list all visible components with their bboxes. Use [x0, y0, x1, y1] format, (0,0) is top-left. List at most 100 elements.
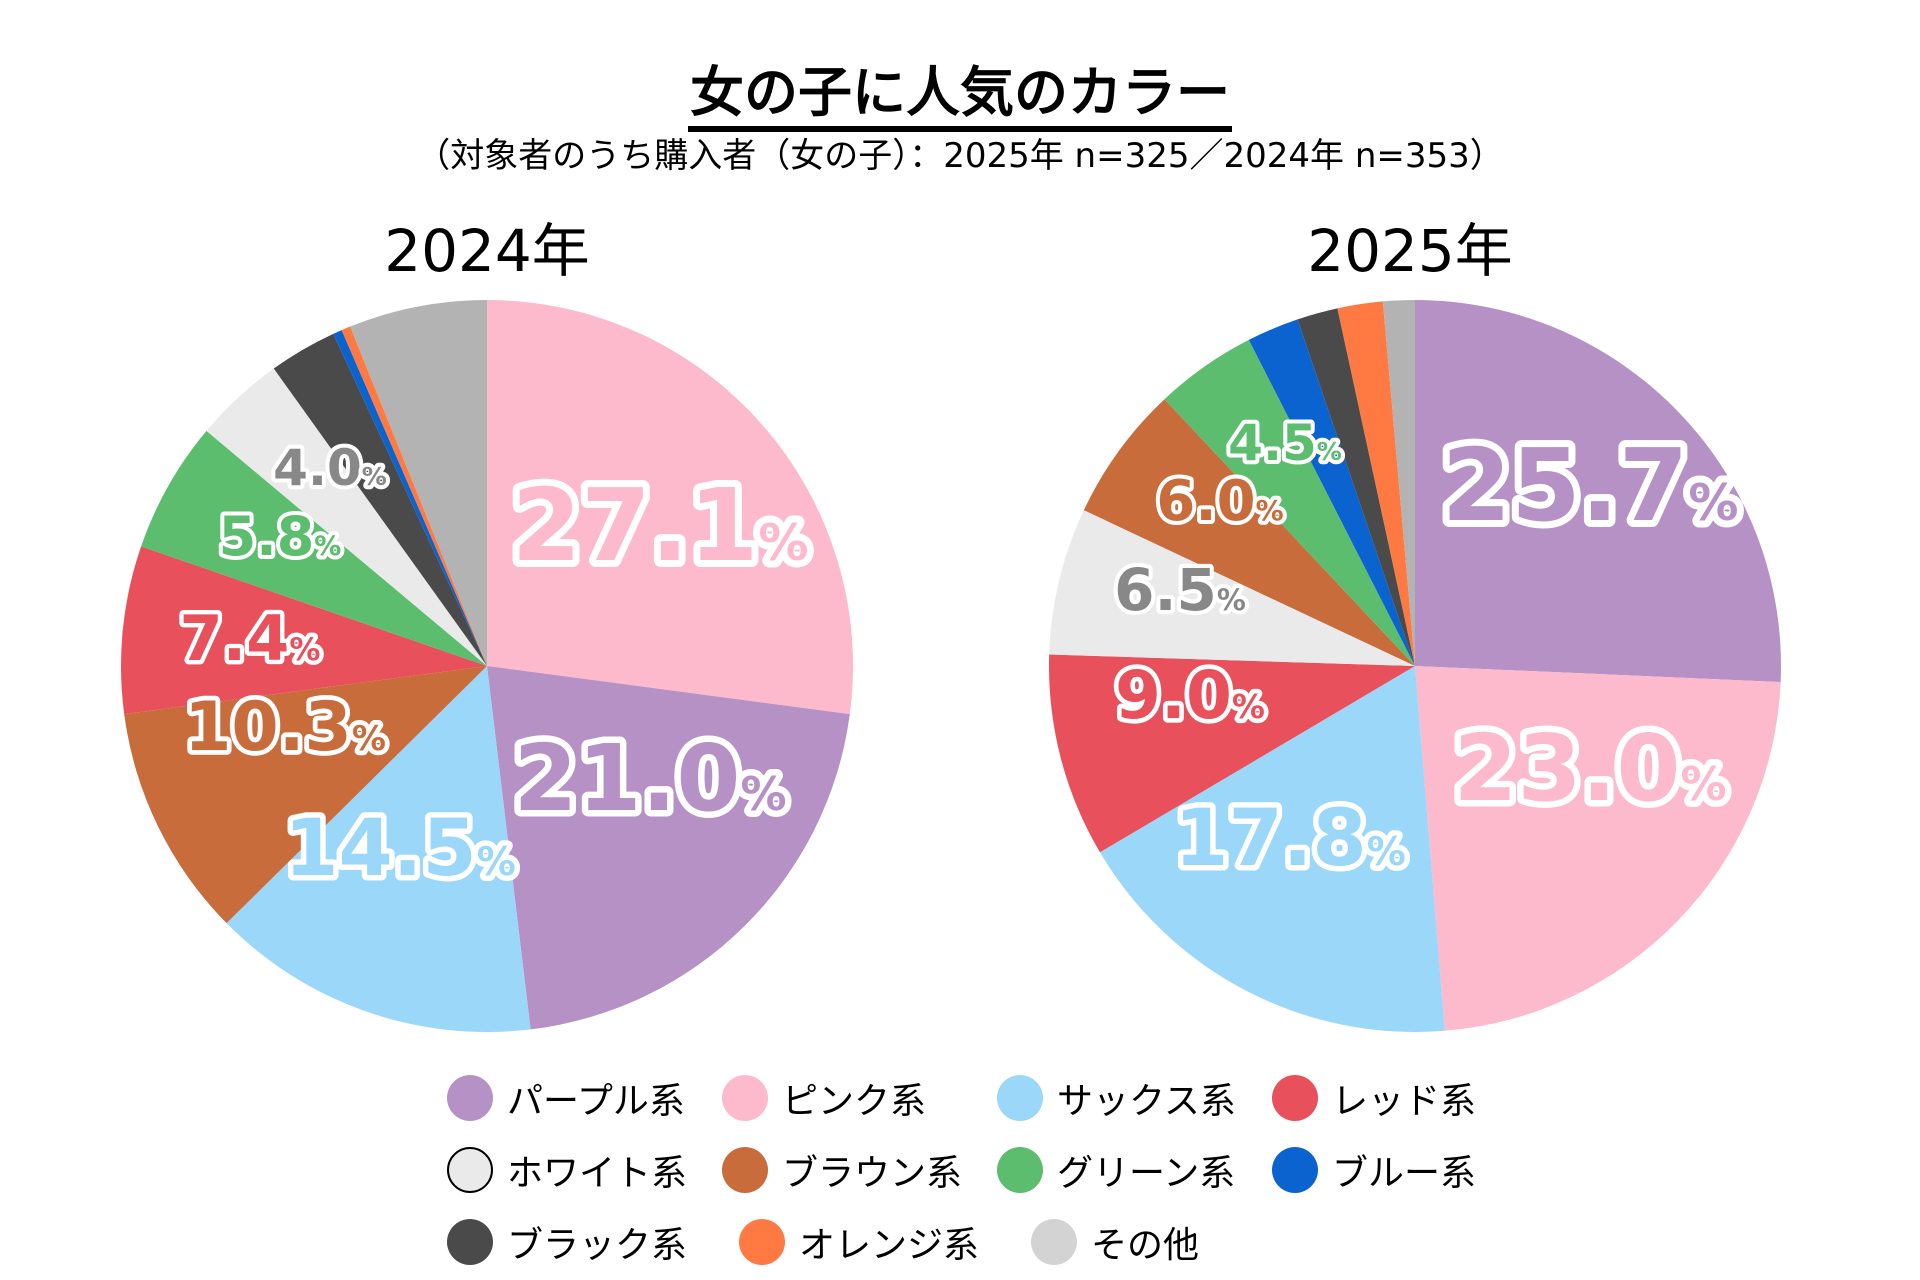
data-label-value: 17.8: [1174, 794, 1366, 884]
data-label-pink: 27.1%: [512, 467, 809, 584]
legend-label: ピンク系: [782, 1081, 927, 1122]
data-label-value: 6.0: [1156, 469, 1255, 534]
data-label-percent: %: [352, 719, 386, 759]
data-label-sax: 14.5%: [284, 804, 516, 894]
pie-chart-2025: 25.7%23.0%17.8%9.0%6.5%6.0%4.5%: [1049, 300, 1781, 1032]
legend-item-purple: パープル系: [447, 1072, 722, 1124]
pie-slice-purple: [1415, 300, 1781, 683]
chart-title-text: 女の子に人気のカラー: [688, 61, 1232, 132]
legend-item-pink: ピンク系: [722, 1072, 997, 1124]
data-label-percent: %: [289, 632, 320, 668]
legend-item-blue: ブルー系: [1272, 1144, 1547, 1196]
legend-label: ブルー系: [1332, 1153, 1477, 1194]
pie-slice-black: [273, 333, 487, 666]
pie-title-2025: 2025年: [1307, 217, 1513, 285]
pie-slice-sax: [1099, 666, 1445, 1032]
pie-title-2024: 2024年: [384, 217, 590, 285]
legend-label: ブラック系: [507, 1225, 688, 1266]
data-label-percent: %: [1680, 757, 1726, 811]
data-label-value: 9.0: [1115, 657, 1232, 734]
pie-slice-green: [141, 430, 487, 666]
pie-slice-other: [1382, 300, 1415, 666]
legend-label: オレンジ系: [799, 1225, 980, 1266]
data-label-red: 7.4%: [180, 602, 321, 675]
data-label-percent: %: [1217, 583, 1246, 617]
data-label-percent: %: [758, 514, 808, 572]
data-label-value: 6.5: [1114, 556, 1217, 624]
legend-swatch-icon: [722, 1147, 768, 1193]
pie-slice-blue: [333, 330, 487, 666]
data-label-percent: %: [477, 840, 516, 885]
legend-swatch-icon: [447, 1075, 493, 1121]
data-label-brown: 6.0%: [1156, 469, 1283, 534]
legend-swatch-icon: [722, 1075, 768, 1121]
pie-slice-brown: [1083, 399, 1415, 666]
data-label-sax: 17.8%: [1174, 794, 1406, 884]
data-label-percent: %: [1367, 830, 1406, 875]
chart-title: 女の子に人気のカラー: [0, 48, 1920, 132]
data-label-value: 4.0: [273, 439, 362, 497]
data-label-value: 21.0: [513, 725, 740, 832]
pie-slice-pink: [487, 300, 853, 715]
data-label-percent: %: [362, 462, 387, 491]
legend-label: ホワイト系: [507, 1153, 688, 1194]
data-label-purple: 21.0%: [513, 725, 786, 832]
data-label-value: 10.3: [184, 688, 352, 767]
pie-slice-pink: [1415, 666, 1781, 1031]
chart-subtitle: （対象者のうち購入者（女の子）：2025年 n=325／2024年 n=353）: [416, 136, 1504, 176]
data-label-value: 27.1: [512, 467, 759, 584]
data-label-value: 14.5: [284, 804, 476, 894]
legend-item-other: その他: [1031, 1216, 1323, 1268]
pie-slice-sax: [226, 666, 531, 1032]
legend-item-brown: ブラウン系: [722, 1144, 997, 1196]
data-label-brown: 10.3%: [184, 688, 386, 767]
legend-swatch-icon: [1272, 1075, 1318, 1121]
data-label-percent: %: [1688, 474, 1738, 532]
data-label-value: 5.8: [219, 505, 315, 568]
data-label-green: 5.8%: [219, 505, 342, 568]
pie-slice-brown: [124, 666, 488, 924]
legend-row: パープル系 ピンク系 サックス系 レッド系: [447, 1062, 1547, 1134]
legend-swatch-icon: [997, 1075, 1043, 1121]
data-label-percent: %: [1317, 437, 1342, 466]
legend-swatch-icon: [997, 1147, 1043, 1193]
pie-slice-white: [206, 368, 487, 666]
pie-slice-green: [1164, 339, 1415, 666]
pie-slice-blue: [1248, 319, 1415, 666]
data-label-purple: 25.7%: [1442, 427, 1739, 544]
data-label-percent: %: [740, 767, 786, 821]
legend-swatch-icon: [739, 1219, 785, 1265]
data-label-white: 6.5%: [1114, 556, 1246, 624]
data-label-value: 4.5: [1228, 414, 1317, 472]
legend-label: サックス系: [1057, 1081, 1236, 1122]
pie-slice-red: [1049, 654, 1415, 853]
data-label-green: 4.5%: [1228, 414, 1342, 472]
legend: パープル系 ピンク系 サックス系 レッド系ホワイト系 ブラウン系 グリーン系 ブルー系ブラッ…: [447, 1062, 1547, 1278]
pie-slice-white: [1049, 510, 1415, 666]
pie-slice-orange: [1337, 301, 1415, 666]
legend-swatch-icon: [447, 1219, 493, 1265]
legend-swatch-icon: [1031, 1219, 1077, 1265]
legend-swatch-icon: [447, 1147, 493, 1193]
legend-item-black: ブラック系: [447, 1216, 739, 1268]
pie-slice-red: [121, 546, 487, 715]
pie-slice-purple: [487, 666, 850, 1030]
pie-slice-orange: [341, 326, 487, 666]
data-label-percent: %: [1232, 687, 1265, 726]
data-label-value: 7.4: [180, 602, 290, 675]
data-label-red: 9.0%: [1115, 657, 1265, 734]
data-label-percent: %: [314, 531, 341, 562]
legend-label: ブラウン系: [782, 1153, 963, 1194]
data-label-pink: 23.0%: [1453, 715, 1726, 822]
legend-item-green: グリーン系: [997, 1144, 1272, 1196]
pie-slice-black: [1297, 308, 1415, 666]
legend-label: グリーン系: [1057, 1153, 1236, 1194]
legend-label: レッド系: [1332, 1081, 1477, 1122]
data-label-value: 23.0: [1453, 715, 1680, 822]
legend-row: ホワイト系 ブラウン系 グリーン系 ブルー系: [447, 1134, 1547, 1206]
legend-item-white: ホワイト系: [447, 1144, 722, 1196]
legend-label: パープル系: [507, 1081, 685, 1122]
legend-row: ブラック系 オレンジ系 その他: [447, 1206, 1547, 1278]
data-label-white: 4.0%: [273, 439, 387, 497]
